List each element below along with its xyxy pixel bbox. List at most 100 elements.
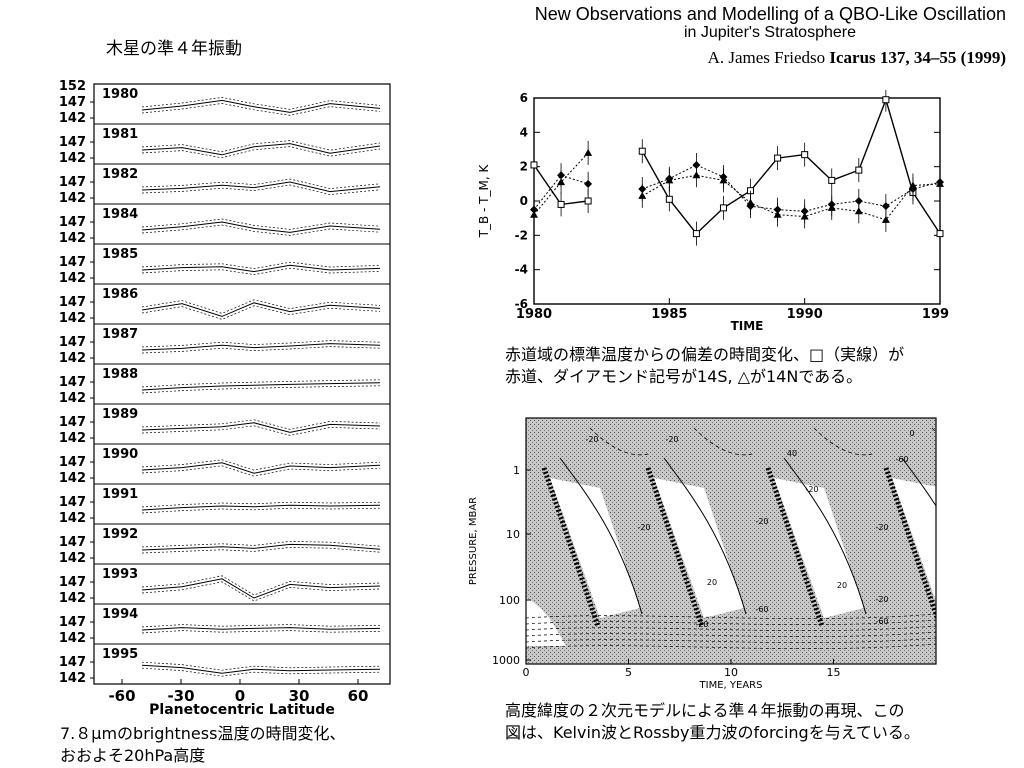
contour-label: -60: [875, 617, 888, 626]
square-marker: [584, 197, 592, 205]
x-axis-label: Planetocentric Latitude: [149, 702, 335, 714]
dashed-contour: [813, 427, 873, 456]
x-axis-label: TIME: [731, 319, 764, 333]
y-tick-label: 142: [59, 351, 86, 366]
y-tick-label: 1: [513, 464, 520, 477]
citation: A. James Friedso Icarus 137, 34–55 (1999…: [535, 46, 1006, 70]
right-bottom-caption-line2: 図は、Kelvin波とRossby重力波のforcingを与えている。: [505, 723, 920, 742]
brightness-bound-lower: [141, 385, 381, 394]
white-phase-region: [526, 598, 566, 646]
contour-label: -60: [755, 605, 768, 614]
y-tick-label: 142: [59, 151, 86, 166]
brightness-curve: [141, 181, 381, 193]
square-marker: [530, 161, 538, 169]
y-tick-label: 147: [59, 215, 86, 230]
x-tick-label: 30: [289, 687, 310, 705]
right-top-caption-line1: 赤道域の標準温度からの偏差の時間変化、□（実線）が: [505, 345, 905, 364]
triangle-marker: [530, 210, 538, 218]
panel-year-label: 1987: [102, 327, 138, 342]
y-axis-label: PRESSURE, MBAR: [468, 497, 479, 585]
y-tick-label: 147: [59, 95, 86, 110]
triangle-marker: [557, 178, 566, 186]
square-marker: [557, 200, 565, 208]
left-caption-line1: 7.８μmのbrightness温度の時間変化、: [60, 724, 346, 743]
y-tick-label: 142: [59, 231, 86, 246]
square-marker: [692, 230, 700, 238]
panel-year-label: 1985: [102, 247, 138, 262]
square-marker: [855, 166, 863, 174]
brightness-bound-lower: [141, 507, 381, 514]
contour-field: -20 40 -60 -20 -20 -20 -20 -20 20 20 -60 -20 -60 -20 0: [526, 418, 936, 664]
y-tick-label: 142: [59, 271, 86, 286]
y-tick-label: 0: [520, 194, 528, 208]
brightness-curve: [141, 627, 381, 631]
triangle-marker: [908, 181, 917, 189]
panel-year-label: 1988: [102, 367, 138, 382]
white-phase-region: [774, 478, 864, 618]
square-marker: [638, 147, 646, 155]
contour-axes: 0 5 10 15 1 10 100 1000 TIME, YEARS PRESSURE, MBA…: [468, 417, 937, 691]
brightness-curve: [141, 543, 381, 551]
brightness-bound-lower: [141, 184, 381, 195]
dashed-contour: [526, 631, 936, 637]
y-tick-label: 142: [59, 311, 86, 326]
y-tick-label: 147: [59, 295, 86, 310]
y-tick-label: 10: [506, 528, 520, 541]
y-tick-label: 142: [59, 631, 86, 646]
brightness-curve: [141, 343, 381, 351]
y-tick-label: 147: [59, 455, 86, 470]
brightness-curve: [141, 99, 381, 113]
brightness-bound-upper: [141, 419, 381, 430]
contour-label: 40: [787, 449, 797, 458]
brightness-bound-lower: [141, 465, 381, 477]
y-tick-label: 142: [59, 551, 86, 566]
dashed-contour: [693, 427, 753, 456]
brightness-curve: [141, 504, 381, 511]
brightness-bound-lower: [141, 305, 381, 320]
y-tick-label: 142: [59, 111, 86, 126]
white-phase-region: [550, 478, 640, 618]
triangle-marker: [854, 207, 863, 215]
brightness-bound-lower: [141, 224, 381, 236]
brightness-bound-lower: [141, 346, 381, 354]
diamond-marker: [881, 202, 890, 211]
contour-label: -20: [637, 523, 650, 532]
square-marker: [719, 204, 727, 212]
triangle-marker: [936, 179, 944, 187]
square-marker: [774, 154, 782, 162]
x-tick-label: 0: [235, 687, 245, 705]
square-marker: [801, 151, 809, 159]
x-tick-label: 1995: [922, 307, 950, 322]
y-tick-label: 147: [59, 335, 86, 350]
panel-stack: 1980152147142198114714219821471421984147…: [59, 80, 391, 686]
brightness-bound-upper: [141, 624, 381, 628]
contour-layers: -20 40 -60 -20 -20 -20 -20 -20 20 20 -60 -20 -60 -20 0: [526, 427, 936, 649]
y-tick-label: 142: [59, 471, 86, 486]
brightness-bound-upper: [141, 140, 381, 153]
brightness-bound-upper: [141, 218, 381, 230]
paper-reference: New Observations and Modelling of a QBO-…: [535, 4, 1006, 70]
triangle-marker: [692, 171, 701, 179]
white-phase-region: [654, 478, 744, 618]
panel-year-label: 1994: [102, 607, 138, 622]
brightness-curve: [141, 382, 381, 391]
y-tick-label: 4: [520, 125, 528, 139]
diamond-marker: [584, 179, 593, 188]
panel-year-label: 1981: [102, 127, 138, 142]
brightness-bound-upper: [141, 661, 381, 671]
y-tick-label: 1000: [492, 654, 520, 667]
panel-year-label: 1992: [102, 527, 138, 542]
paper-title-line1: New Observations and Modelling of a QBO-…: [534, 4, 1006, 24]
brightness-curve: [141, 264, 381, 273]
square-marker: [665, 195, 673, 203]
square-marker: [828, 176, 836, 184]
brightness-bound-lower: [141, 667, 381, 677]
panel-year-label: 1995: [102, 647, 138, 662]
triangle-marker: [719, 176, 728, 184]
dashed-contour: [526, 625, 936, 631]
x-tick-label: -30: [167, 687, 194, 705]
y-tick-label: 147: [59, 575, 86, 590]
brightness-bound-upper: [141, 541, 381, 548]
y-tick-label: -6: [515, 297, 528, 311]
